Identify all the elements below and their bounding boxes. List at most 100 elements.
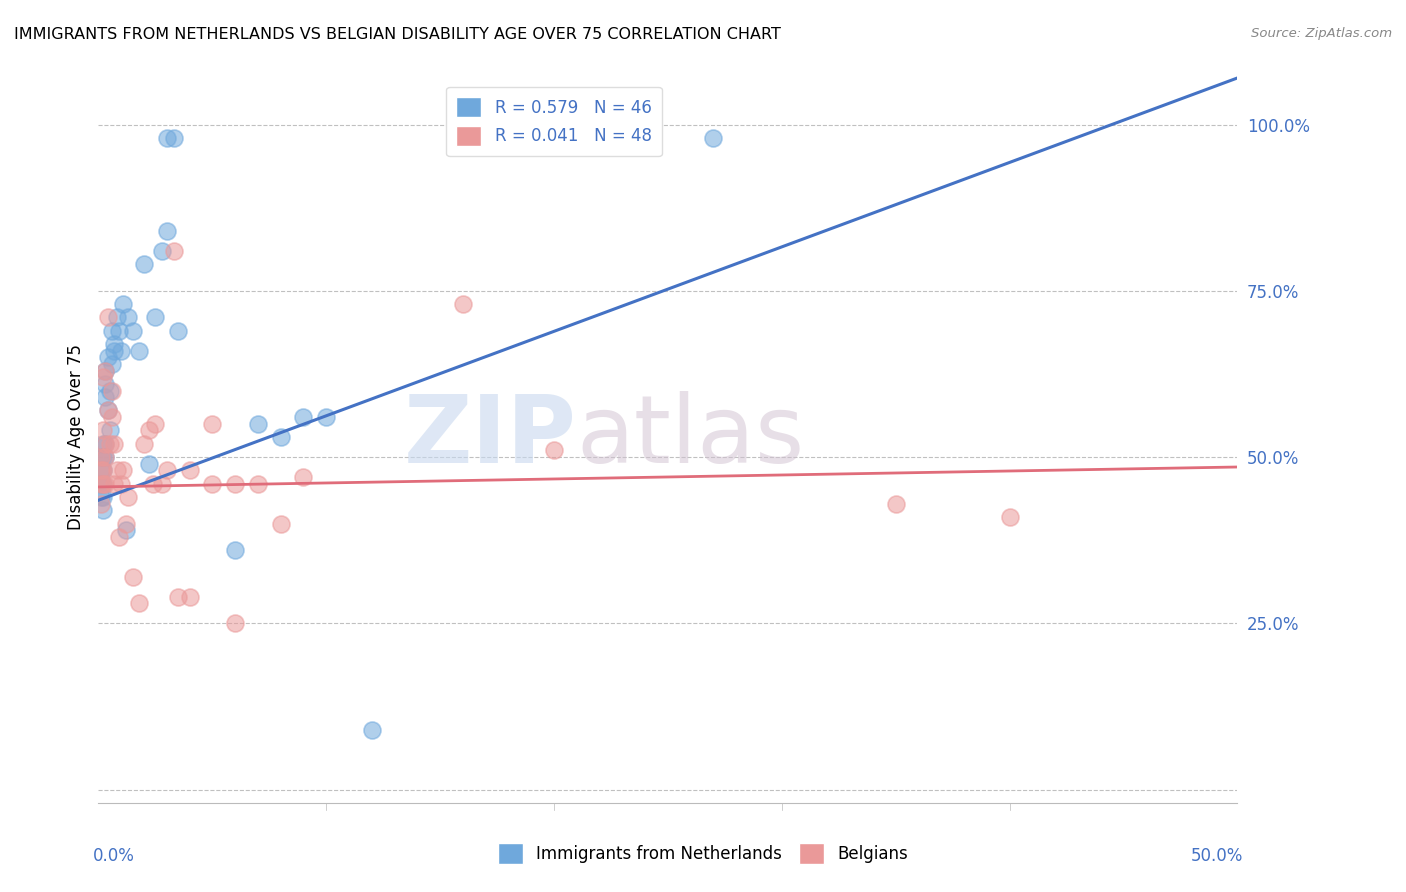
Point	[998, 509, 1021, 524]
Point	[201, 476, 224, 491]
Point	[90, 490, 112, 504]
Point	[91, 476, 114, 491]
Point	[145, 310, 167, 325]
Point	[101, 324, 124, 338]
Point	[108, 324, 131, 338]
Text: 0.0%: 0.0%	[93, 847, 135, 864]
Point	[94, 390, 117, 404]
Point	[132, 257, 155, 271]
Point	[114, 523, 136, 537]
Point	[138, 424, 160, 438]
Point	[150, 476, 173, 491]
Point	[101, 357, 124, 371]
Point	[94, 476, 117, 491]
Point	[246, 417, 269, 431]
Point	[201, 417, 224, 431]
Point	[108, 530, 131, 544]
Point	[91, 476, 114, 491]
Point	[162, 244, 184, 258]
Point	[128, 343, 150, 358]
Point	[451, 297, 474, 311]
Point	[117, 490, 139, 504]
Legend: Immigrants from Netherlands, Belgians: Immigrants from Netherlands, Belgians	[491, 837, 915, 871]
Point	[224, 476, 246, 491]
Point	[96, 403, 118, 417]
Point	[94, 436, 117, 450]
Point	[94, 436, 117, 450]
Point	[91, 436, 114, 450]
Point	[98, 384, 121, 398]
Point	[105, 310, 128, 325]
Point	[292, 410, 315, 425]
Text: 50.0%: 50.0%	[1191, 847, 1243, 864]
Point	[90, 463, 112, 477]
Text: Source: ZipAtlas.com: Source: ZipAtlas.com	[1251, 27, 1392, 40]
Point	[90, 450, 112, 464]
Point	[101, 410, 124, 425]
Point	[94, 363, 117, 377]
Point	[90, 497, 112, 511]
Point	[224, 616, 246, 631]
Point	[91, 424, 114, 438]
Point	[702, 131, 724, 145]
Point	[98, 436, 121, 450]
Point	[105, 463, 128, 477]
Point	[179, 590, 201, 604]
Point	[156, 463, 179, 477]
Point	[90, 463, 112, 477]
Point	[112, 297, 135, 311]
Point	[91, 370, 114, 384]
Point	[103, 337, 125, 351]
Point	[167, 324, 190, 338]
Point	[91, 490, 114, 504]
Point	[224, 543, 246, 558]
Point	[94, 450, 117, 464]
Point	[315, 410, 337, 425]
Point	[91, 463, 114, 477]
Point	[132, 436, 155, 450]
Point	[98, 424, 121, 438]
Point	[156, 131, 179, 145]
Point	[110, 343, 132, 358]
Point	[110, 476, 132, 491]
Point	[128, 596, 150, 610]
Point	[270, 430, 292, 444]
Point	[117, 310, 139, 325]
Point	[91, 463, 114, 477]
Point	[162, 131, 184, 145]
Point	[90, 476, 112, 491]
Point	[543, 443, 565, 458]
Point	[270, 516, 292, 531]
Point	[103, 343, 125, 358]
Point	[246, 476, 269, 491]
Point	[91, 450, 114, 464]
Point	[121, 570, 143, 584]
Point	[96, 403, 118, 417]
Point	[103, 476, 125, 491]
Point	[103, 436, 125, 450]
Text: IMMIGRANTS FROM NETHERLANDS VS BELGIAN DISABILITY AGE OVER 75 CORRELATION CHART: IMMIGRANTS FROM NETHERLANDS VS BELGIAN D…	[14, 27, 780, 42]
Point	[167, 590, 190, 604]
Text: atlas: atlas	[576, 391, 806, 483]
Point	[96, 310, 118, 325]
Point	[94, 376, 117, 391]
Point	[101, 384, 124, 398]
Point	[156, 224, 179, 238]
Point	[138, 457, 160, 471]
Legend: R = 0.579   N = 46, R = 0.041   N = 48: R = 0.579 N = 46, R = 0.041 N = 48	[446, 87, 662, 156]
Point	[90, 476, 112, 491]
Point	[150, 244, 173, 258]
Point	[121, 324, 143, 338]
Point	[90, 450, 112, 464]
Point	[94, 363, 117, 377]
Point	[142, 476, 165, 491]
Point	[884, 497, 907, 511]
Point	[292, 470, 315, 484]
Point	[145, 417, 167, 431]
Point	[112, 463, 135, 477]
Point	[114, 516, 136, 531]
Point	[360, 723, 382, 737]
Point	[91, 503, 114, 517]
Point	[94, 450, 117, 464]
Point	[179, 463, 201, 477]
